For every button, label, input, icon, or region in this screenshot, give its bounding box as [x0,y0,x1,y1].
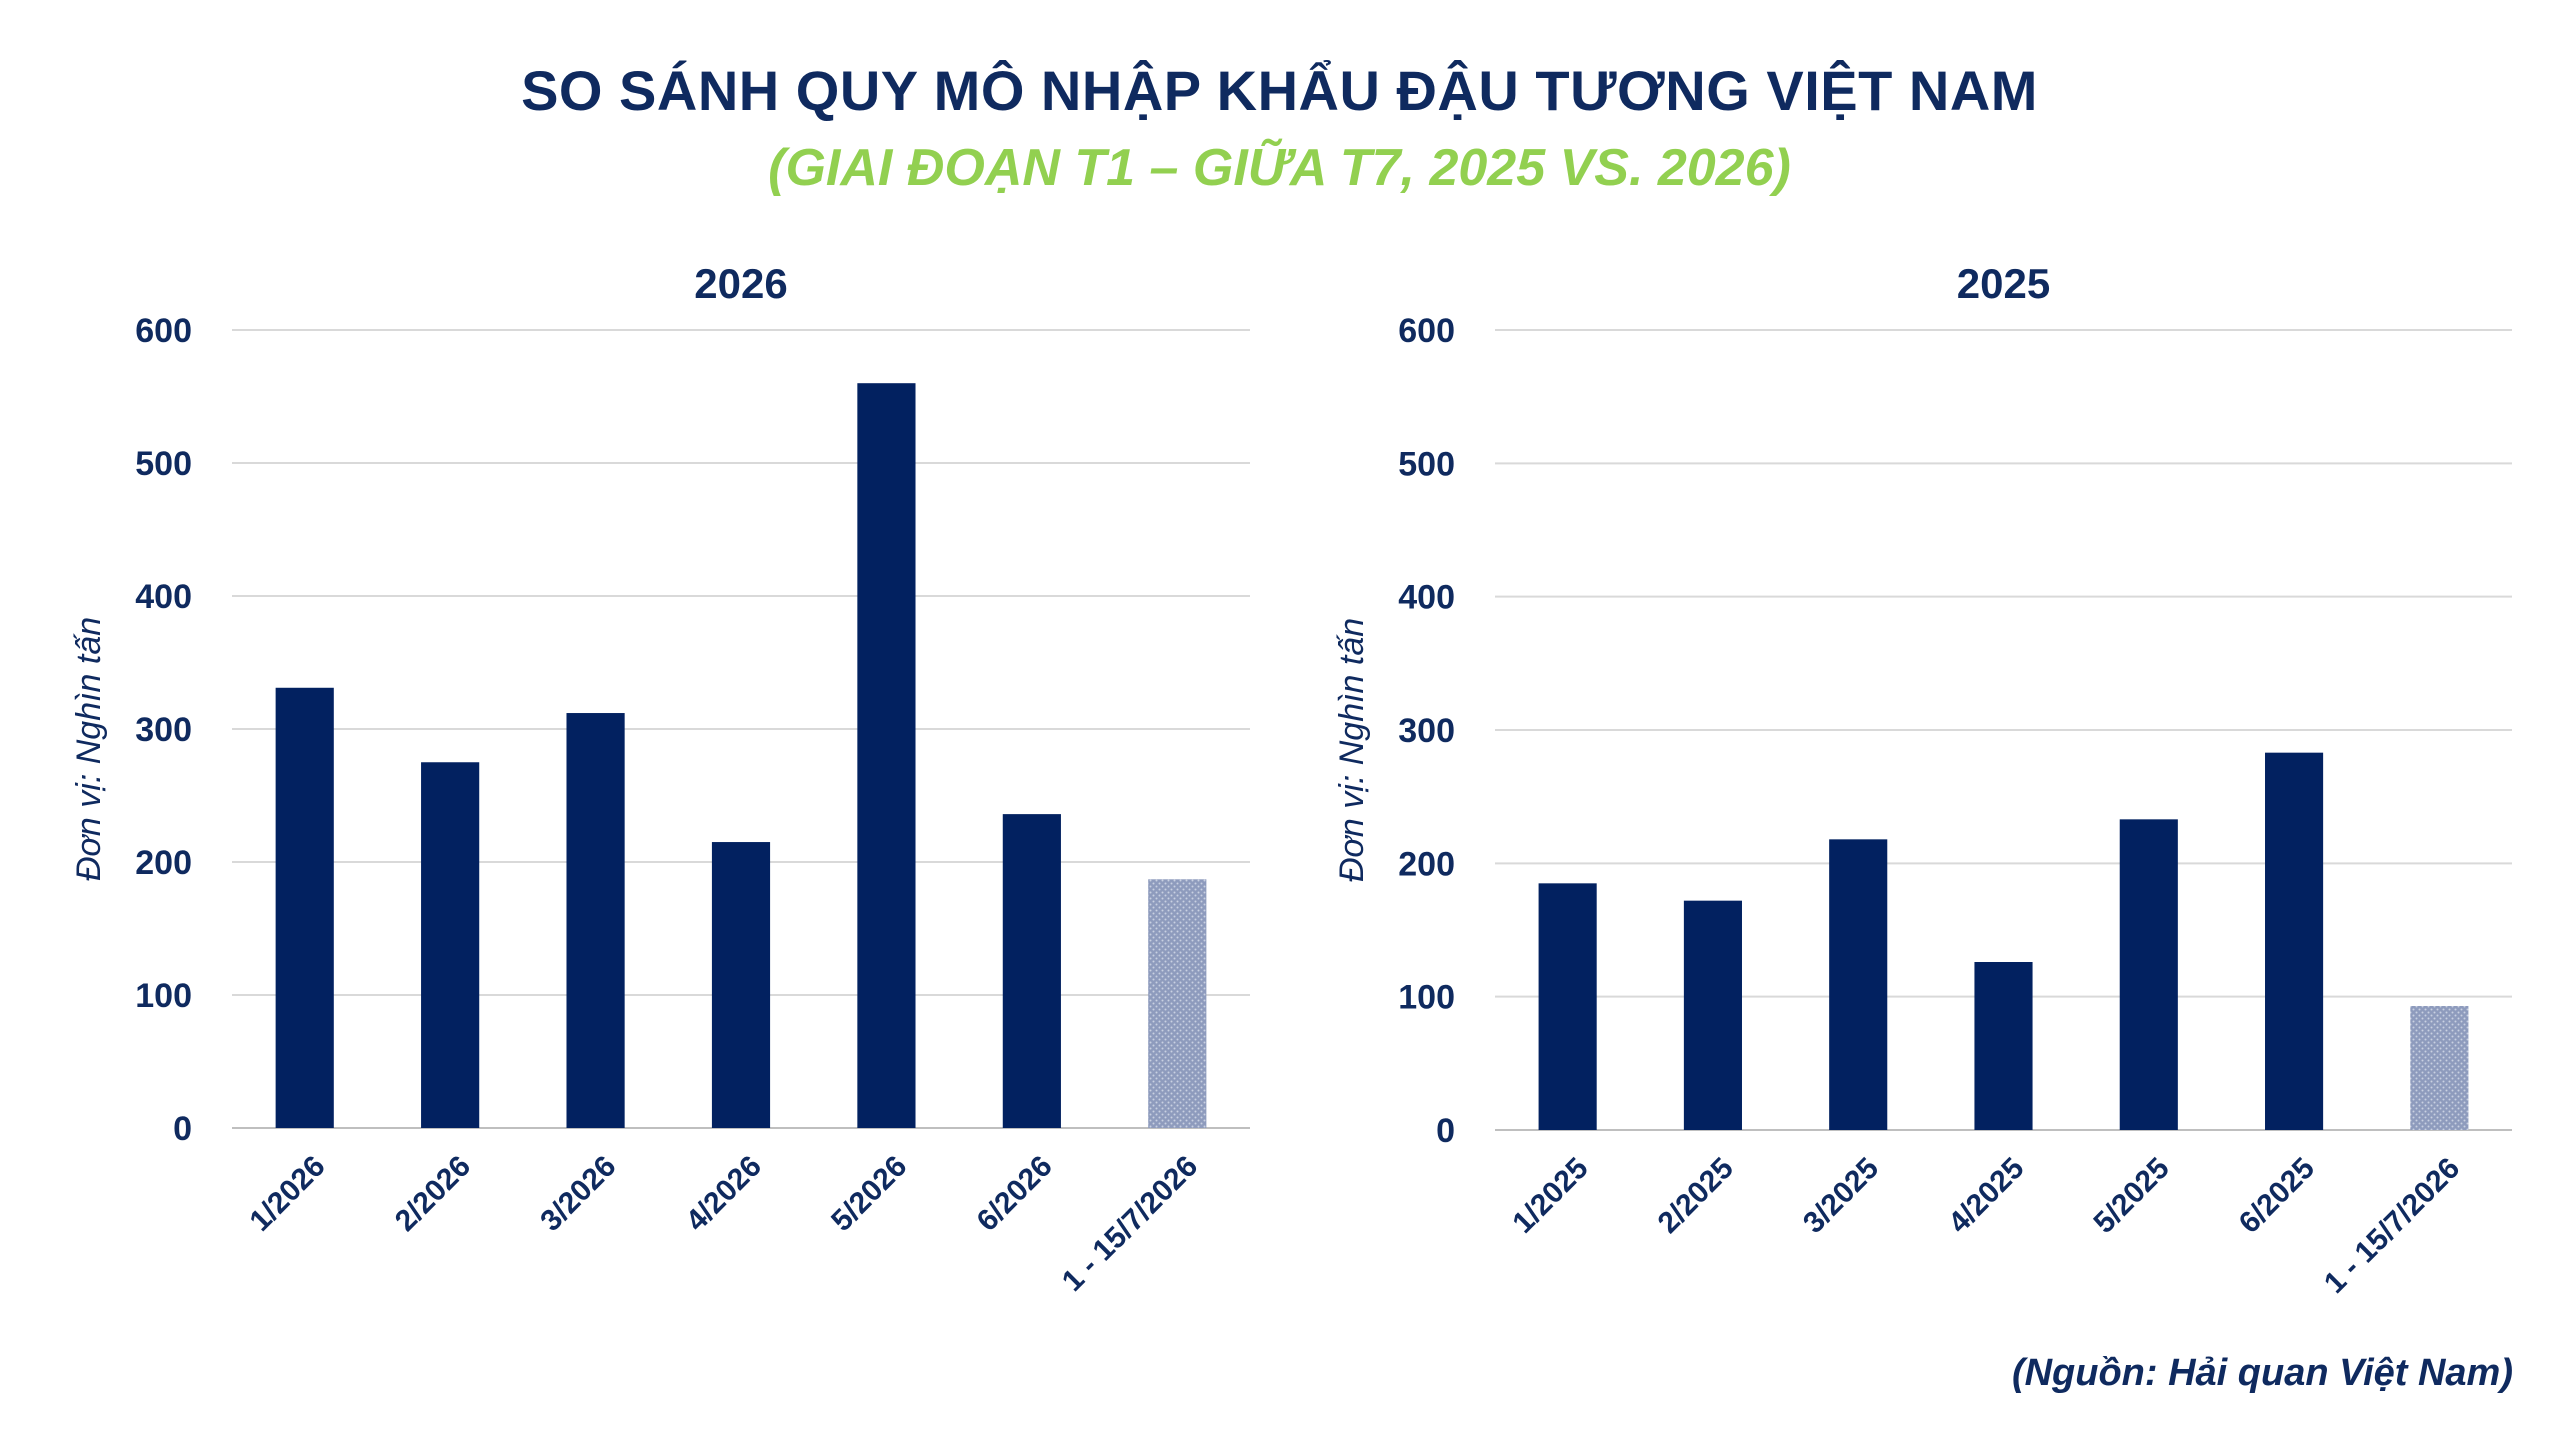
y-tick-label: 100 [135,977,192,1015]
x-tick-label: 3/2025 [1797,1152,1885,1240]
y-tick-label: 600 [135,312,192,350]
bar [1002,814,1061,1128]
chart-subtitle: (GIAI ĐOẠN T1 – GIỮA T7, 2025 VS. 2026) [768,139,1791,197]
bar [857,383,916,1128]
bar [566,713,625,1128]
bar [421,762,480,1128]
bar [1538,883,1597,1130]
chart-main-title: SO SÁNH QUY MÔ NHẬP KHẨU ĐẬU TƯƠNG VIỆT … [521,59,2038,122]
y-tick-label: 200 [1398,845,1455,883]
x-tick-label: 3/2026 [534,1150,622,1238]
y-axis-label: Đơn vị: Nghìn tấn [1333,618,1371,882]
source-note: (Nguồn: Hải quan Việt Nam) [2011,1352,2513,1394]
y-tick-label: 400 [135,578,192,616]
y-tick-label: 500 [135,445,192,483]
x-tick-label: 1/2025 [1506,1152,1594,1240]
bar [2265,752,2324,1130]
x-tick-label: 4/2026 [680,1150,768,1238]
x-tick-label: 1 - 15/7/2026 [2318,1152,2466,1300]
y-tick-label: 600 [1398,312,1455,350]
y-tick-label: 0 [1436,1112,1455,1150]
y-axis-label: Đơn vị: Nghìn tấn [70,617,108,881]
chart-title: 2025 [1957,260,2050,307]
bar [275,687,334,1128]
chart-title: 2026 [694,260,787,307]
x-tick-label: 5/2026 [825,1150,913,1238]
bar [1829,839,1888,1130]
y-tick-label: 0 [173,1110,192,1148]
bar [1974,962,2033,1130]
y-tick-label: 400 [1398,579,1455,617]
x-tick-label: 5/2025 [2088,1152,2176,1240]
y-tick-label: 300 [1398,712,1455,750]
bar [711,842,771,1128]
chart-2025: 2025 0 100 200 300 400 500 600 Đơn vị: Nghìn tấn… [1333,260,2512,1300]
x-tick-label: 2/2025 [1652,1152,1740,1240]
x-tick-label: 2/2026 [389,1150,477,1238]
x-tick-label: 6/2025 [2233,1152,2321,1240]
y-tick-label: 200 [135,844,192,882]
x-tick-label: 6/2026 [971,1150,1059,1238]
x-tick-label: 4/2025 [1942,1152,2030,1240]
x-tick-label: 1/2026 [243,1150,331,1238]
bar-partial [1148,879,1207,1128]
x-tick-label: 1 - 15/7/2026 [1056,1150,1204,1298]
bar [1683,900,1742,1130]
y-tick-label: 300 [135,711,192,749]
bar [2119,819,2178,1130]
bar-partial [2410,1006,2469,1130]
y-tick-label: 100 [1398,979,1455,1017]
chart-2026: 2026 0 100 200 300 400 500 600 Đơn vị: Nghìn tấn… [70,260,1250,1298]
y-tick-label: 500 [1398,445,1455,483]
